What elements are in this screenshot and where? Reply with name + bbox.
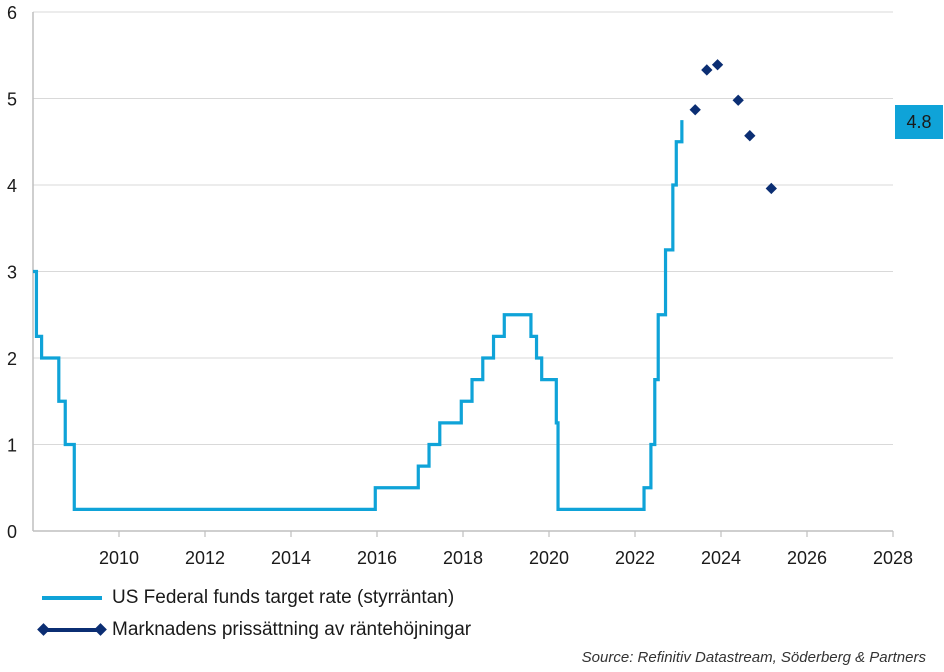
legend-item-market-pricing: Marknadens prissättning av räntehöjninga… xyxy=(42,614,471,646)
x-tick-label: 2028 xyxy=(873,548,913,568)
market-pricing-point xyxy=(765,182,777,195)
market-pricing-point xyxy=(689,104,701,116)
legend-label-fed-funds: US Federal funds target rate (styrräntan… xyxy=(112,587,455,608)
y-tick-label: 1 xyxy=(7,436,17,456)
y-tick-label: 4 xyxy=(7,176,17,196)
grid-lines xyxy=(33,11,893,445)
legend: US Federal funds target rate (styrräntan… xyxy=(42,582,471,646)
legend-swatch-markers xyxy=(42,628,102,632)
y-tick-label: 3 xyxy=(7,263,17,283)
x-tick-label: 2010 xyxy=(99,548,139,568)
market-pricing-point xyxy=(701,64,713,76)
x-tick-label: 2018 xyxy=(443,548,483,568)
x-tick-label: 2026 xyxy=(787,548,827,568)
x-tick-labels: 2010 2012 2014 2016 2018 2020 2022 2024 2026 2028 xyxy=(99,531,913,568)
y-tick-labels: 0 1 2 3 4 5 6 xyxy=(7,3,17,542)
legend-swatch-line xyxy=(42,596,102,600)
x-tick-label: 2016 xyxy=(357,548,397,568)
latest-value-badge: 4.8 xyxy=(895,105,943,139)
y-tick-label: 0 xyxy=(7,522,17,542)
x-tick-label: 2024 xyxy=(701,548,741,568)
market-pricing-point xyxy=(732,94,744,106)
x-tick-label: 2022 xyxy=(615,548,655,568)
series-layer xyxy=(33,59,777,511)
source-note: Source: Refinitiv Datastream, Söderberg … xyxy=(581,649,926,666)
x-tick-label: 2020 xyxy=(529,548,569,568)
y-tick-label: 5 xyxy=(7,90,17,110)
market-pricing-point xyxy=(744,130,756,142)
market-pricing-point xyxy=(711,59,724,71)
y-tick-label: 6 xyxy=(7,3,17,23)
fed-funds-rate-line xyxy=(33,120,684,511)
y-tick-label: 2 xyxy=(7,349,17,369)
legend-item-fed-funds: US Federal funds target rate (styrräntan… xyxy=(42,582,471,614)
x-tick-label: 2012 xyxy=(185,548,225,568)
x-tick-label: 2014 xyxy=(271,548,311,568)
legend-label-market-pricing: Marknadens prissättning av räntehöjninga… xyxy=(112,619,472,640)
